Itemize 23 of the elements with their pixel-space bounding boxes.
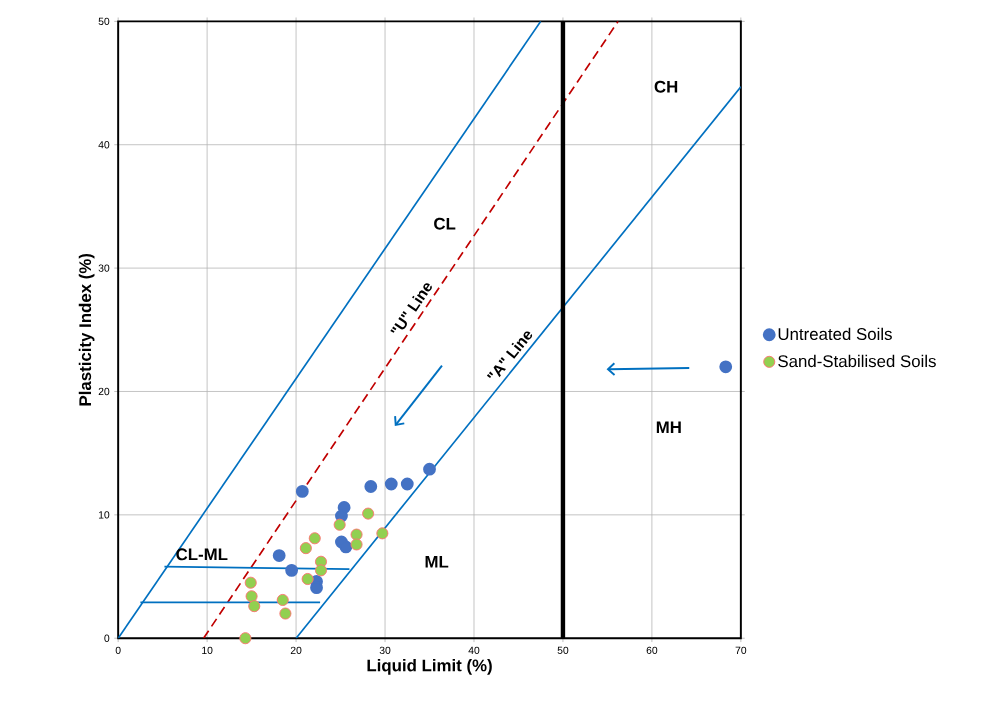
annotation: CL (434, 217, 456, 230)
x-tick-label: 0 (115, 646, 121, 655)
x-axis-title: Liquid Limit (%) (367, 659, 492, 675)
y-tick-label: 50 (98, 17, 110, 26)
y-tick-label: 30 (98, 264, 110, 272)
x-tick-label: 60 (646, 646, 658, 655)
annotation: MH (656, 421, 681, 434)
y-tick-label: 10 (98, 511, 110, 519)
y-tick-label: 0 (104, 634, 110, 642)
x-tick-label: 20 (290, 646, 302, 655)
x-tick-label: 30 (379, 646, 391, 655)
annotation: CH (654, 80, 678, 93)
x-tick-label: 70 (735, 646, 747, 655)
legend-label: Untreated Soils (778, 327, 892, 341)
y-tick-label: 20 (98, 387, 110, 396)
y-tick-label: 40 (98, 141, 110, 149)
annotation: CL-ML (176, 548, 228, 561)
x-tick-label: 50 (557, 646, 569, 655)
legend-label: Sand-Stabilised Soils (778, 354, 936, 368)
x-tick-label: 40 (468, 646, 480, 655)
x-tick-label: 10 (202, 646, 213, 655)
annotation: ML (425, 555, 449, 568)
y-axis-title: Plasticity Index (%) (78, 253, 95, 406)
